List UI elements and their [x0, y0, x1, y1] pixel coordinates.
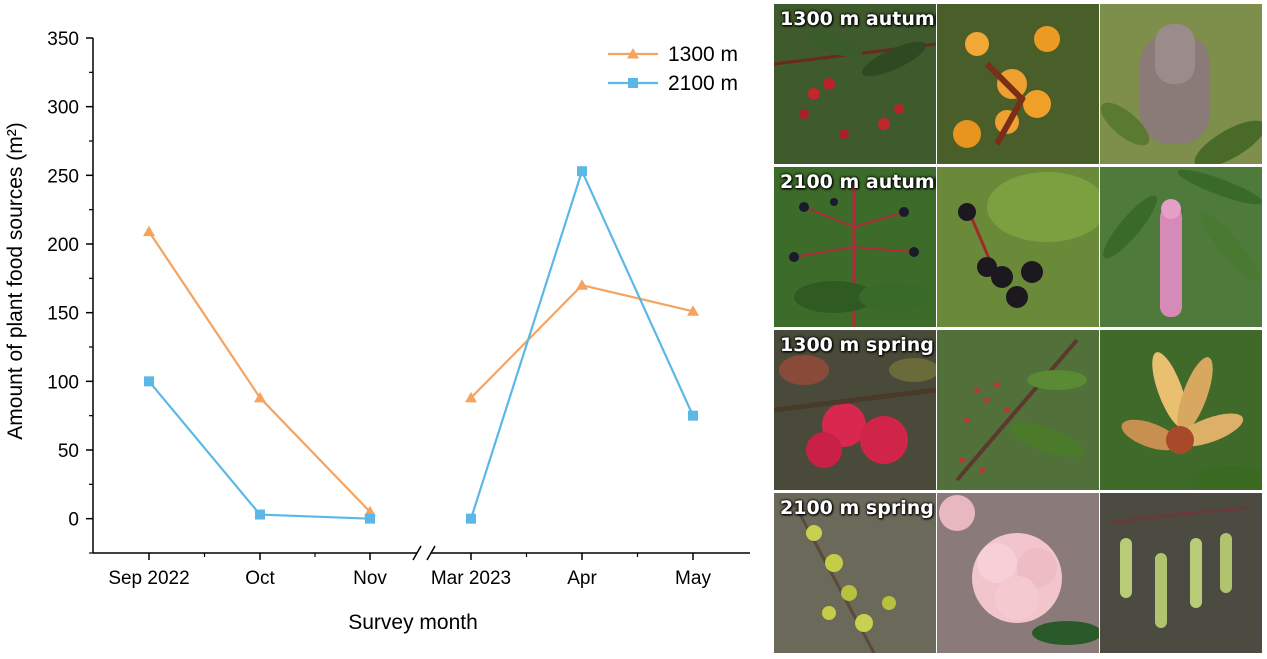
- plant-photo: 1300 m autumn: [774, 4, 936, 164]
- axis-break-mark: [412, 545, 422, 561]
- legend: 1300 m 2100 m: [608, 43, 738, 95]
- plant-photo-art: [792, 502, 896, 653]
- y-tick-label: 200: [47, 235, 79, 256]
- plant-photo-art: [955, 338, 1087, 482]
- data-point-1300-m: [687, 305, 699, 316]
- plant-photo: [1100, 167, 1262, 327]
- plant-photo-art: [939, 495, 1099, 645]
- plant-photo: [1100, 4, 1262, 164]
- series-layer: [143, 166, 699, 524]
- photo-panel: 1300 m autumn 2100 m autumn 1300 m spring 2…: [774, 4, 1263, 656]
- photo-row-label: 2100 m spring: [780, 497, 934, 519]
- y-tick-label: 350: [47, 29, 79, 50]
- data-point-1300-m: [465, 391, 477, 403]
- y-tick-label: 0: [68, 510, 79, 531]
- plant-photo-art: [774, 30, 936, 139]
- y-tick-label: 100: [47, 372, 79, 393]
- x-tick-label: May: [675, 568, 711, 589]
- x-tick-label: Oct: [245, 568, 275, 589]
- plant-photo-art: [1109, 506, 1251, 628]
- photo-row-label: 1300 m autumn: [780, 8, 936, 30]
- y-axis-label: Amount of plant food sources (m²): [4, 122, 27, 439]
- plant-photo: [937, 4, 1099, 164]
- series-line-2100-m: [469, 168, 695, 520]
- plant-photo: 1300 m spring: [774, 330, 936, 490]
- data-point-2100-m: [144, 376, 154, 387]
- x-tick-label: Nov: [353, 568, 387, 589]
- x-tick-label: Apr: [567, 568, 597, 589]
- line-chart: 0 50 100 150 200 250 300 350 Sep 2022 Oct Nov Mar 2…: [4, 29, 750, 634]
- y-tick-label: 300: [47, 98, 79, 119]
- data-point-2100-m: [466, 513, 476, 524]
- tick-layer: 0 50 100 150 200 250 300 350 Sep 2022 Oct Nov Mar 2…: [47, 29, 711, 589]
- photo-row-label: 2100 m autumn: [780, 171, 936, 193]
- data-point-2100-m: [577, 166, 587, 177]
- plant-photo-art: [958, 172, 1099, 308]
- plant-photo-art: [1121, 352, 1262, 490]
- series-line-1300-m: [148, 231, 371, 513]
- data-point-2100-m: [255, 509, 265, 520]
- axis-break-mark: [426, 545, 436, 561]
- data-point-1300-m: [143, 225, 155, 237]
- y-tick-label: 50: [58, 441, 79, 462]
- plant-photo-art: [953, 26, 1060, 148]
- legend-marker: [627, 48, 639, 59]
- plant-photo-art: [1100, 24, 1262, 164]
- plant-photo-art: [1103, 169, 1262, 317]
- x-axis-label: Survey month: [348, 611, 478, 634]
- photo-row-label: 1300 m spring: [780, 334, 934, 356]
- legend-marker: [628, 78, 638, 88]
- data-point-2100-m: [365, 513, 375, 524]
- legend-label: 1300 m: [668, 43, 738, 66]
- chart-axes: [92, 38, 750, 561]
- plant-photo: [937, 493, 1099, 653]
- y-tick-label: 150: [47, 304, 79, 325]
- plant-photo: [1100, 330, 1262, 490]
- data-point-1300-m: [254, 391, 266, 403]
- plant-photo: [1100, 493, 1262, 653]
- data-point-2100-m: [688, 410, 698, 421]
- plant-photo: 2100 m spring: [774, 493, 936, 653]
- plant-photo: [937, 167, 1099, 327]
- x-tick-label: Mar 2023: [431, 568, 511, 589]
- data-point-1300-m: [576, 279, 588, 290]
- plant-photo: [937, 330, 1099, 490]
- x-tick-label: Sep 2022: [108, 568, 189, 589]
- plant-photo-art: [774, 355, 936, 468]
- y-tick-label: 250: [47, 166, 79, 187]
- plant-photo-art: [789, 187, 929, 327]
- legend-label: 2100 m: [668, 72, 738, 95]
- plant-photo: 2100 m autumn: [774, 167, 936, 327]
